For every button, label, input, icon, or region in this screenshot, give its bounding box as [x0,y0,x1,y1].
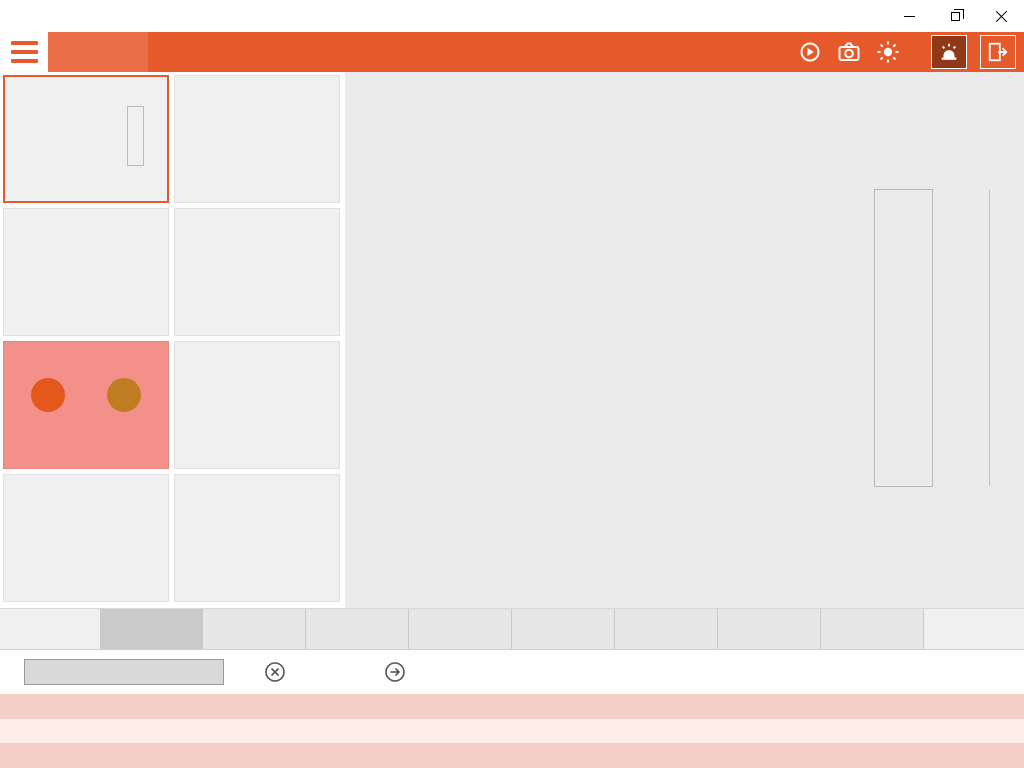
siren-icon [941,43,957,60]
level-bar-gauge [874,189,933,487]
go-button[interactable] [384,661,406,683]
tab-hmi[interactable] [148,32,248,72]
alarm-log [0,694,1024,768]
exit-button[interactable] [980,35,1016,69]
range-tab-57-64[interactable] [821,609,924,649]
tab-report[interactable] [448,32,548,72]
digital-channels [4,378,168,420]
tab-data[interactable] [248,32,348,72]
meter-tile-s05-alarm[interactable] [3,341,169,469]
meter-tile-s03[interactable] [3,208,169,336]
exit-door-icon [988,42,1008,62]
meter-tile-s07[interactable] [3,474,169,602]
range-tab-25-32[interactable] [409,609,512,649]
meter-tile-s02[interactable] [174,75,340,203]
meter-tile-s04[interactable] [174,208,340,336]
tile-level-bar [127,106,144,166]
cancel-button[interactable] [264,661,286,683]
range-tab-09-16[interactable] [203,609,306,649]
tab-compare[interactable] [348,32,448,72]
meter-tile-s06[interactable] [174,341,340,469]
meter-tile-s01[interactable] [3,75,169,203]
meter-tile-grid [0,72,345,608]
range-tab-33-40[interactable] [512,609,615,649]
range-tab-41-48[interactable] [615,609,718,649]
level-bar-track [989,190,990,486]
toolbar-icons [264,661,406,683]
close-button[interactable] [978,0,1024,32]
range-tab-49-56[interactable] [718,609,821,649]
alarm-row[interactable] [0,743,1024,768]
hamburger-menu-button[interactable] [0,32,48,72]
settings-button[interactable] [344,661,366,683]
station-toolbar [0,650,1024,694]
menubar [0,32,1024,72]
minimize-button[interactable] [886,0,932,32]
menubar-icons [797,32,1024,72]
alarm-row[interactable] [0,694,1024,719]
camera-icon[interactable] [836,39,862,65]
range-tab-17-24[interactable] [306,609,409,649]
alarm-sound-button[interactable] [931,35,967,69]
digital-channel [107,378,141,420]
window-controls [886,0,1024,32]
titlebar [0,0,1024,32]
digital-channel [31,378,65,420]
digital-indicator-d02 [107,378,141,412]
close-icon [995,10,1008,23]
station-select[interactable] [24,659,224,685]
edit-button[interactable] [304,661,326,683]
circle-arrow-icon [385,662,405,682]
minimize-icon [903,15,915,17]
alarm-row[interactable] [0,718,1024,744]
content [0,72,1024,608]
channel-range-tabs [0,608,1024,650]
meter-tile-s08[interactable] [174,474,340,602]
sync-icon[interactable] [797,39,823,65]
restore-icon [950,8,964,21]
restore-button[interactable] [932,0,978,32]
range-tab-01-08[interactable] [100,609,203,649]
tab-meter[interactable] [48,32,148,72]
digital-indicator-d01 [31,378,65,412]
circle-x-icon [265,662,285,682]
brightness-icon[interactable] [875,39,901,65]
main-gauge-panel [345,72,1024,608]
